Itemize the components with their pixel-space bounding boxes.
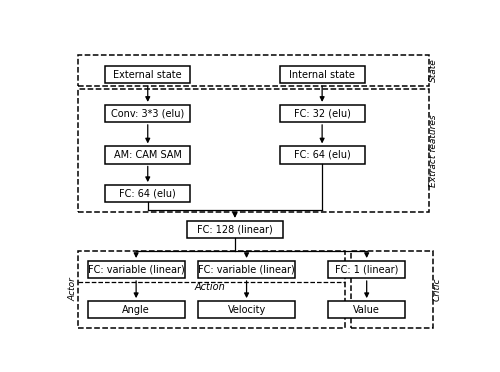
Text: Action: Action <box>194 282 225 292</box>
Text: Value: Value <box>353 305 380 315</box>
Text: FC: 64 (elu): FC: 64 (elu) <box>294 150 350 160</box>
Bar <box>280 105 365 122</box>
Bar <box>186 221 284 238</box>
Bar <box>328 261 406 278</box>
Text: FC: 32 (elu): FC: 32 (elu) <box>294 108 350 118</box>
Text: State: State <box>429 58 438 82</box>
Text: Angle: Angle <box>122 305 150 315</box>
Text: External state: External state <box>114 70 182 80</box>
Bar <box>88 301 184 318</box>
Bar <box>88 261 184 278</box>
Text: Actor: Actor <box>69 278 78 301</box>
Bar <box>105 146 190 164</box>
Bar <box>105 105 190 122</box>
Text: FC: variable (linear): FC: variable (linear) <box>198 264 295 275</box>
Bar <box>78 251 345 328</box>
Bar <box>351 251 432 328</box>
Text: FC: 64 (elu): FC: 64 (elu) <box>120 189 176 199</box>
Text: AM: CAM SAM: AM: CAM SAM <box>114 150 182 160</box>
Bar <box>78 55 428 86</box>
Text: FC: 1 (linear): FC: 1 (linear) <box>335 264 398 275</box>
Text: Critic: Critic <box>432 278 442 301</box>
Text: FC: variable (linear): FC: variable (linear) <box>88 264 184 275</box>
Bar <box>328 301 406 318</box>
Bar <box>198 261 295 278</box>
Text: Internal state: Internal state <box>289 70 355 80</box>
Bar <box>78 89 428 212</box>
Text: Conv: 3*3 (elu): Conv: 3*3 (elu) <box>111 108 184 118</box>
Bar <box>105 185 190 202</box>
Bar <box>105 66 190 83</box>
Bar <box>280 146 365 164</box>
Bar <box>198 301 295 318</box>
Text: FC: 128 (linear): FC: 128 (linear) <box>197 224 273 234</box>
Text: Velocity: Velocity <box>228 305 266 315</box>
Text: Extract features: Extract features <box>429 114 438 187</box>
Bar <box>280 66 365 83</box>
